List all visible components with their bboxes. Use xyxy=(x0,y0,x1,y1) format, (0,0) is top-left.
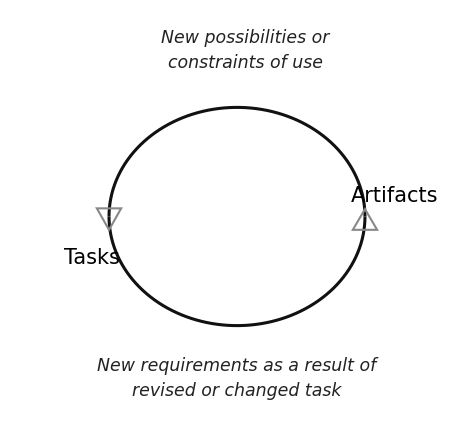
Text: Artifacts: Artifacts xyxy=(351,186,438,206)
Text: Tasks: Tasks xyxy=(64,249,120,268)
Text: New possibilities or
constraints of use: New possibilities or constraints of use xyxy=(161,29,330,72)
Text: New requirements as a result of
revised or changed task: New requirements as a result of revised … xyxy=(97,357,377,400)
